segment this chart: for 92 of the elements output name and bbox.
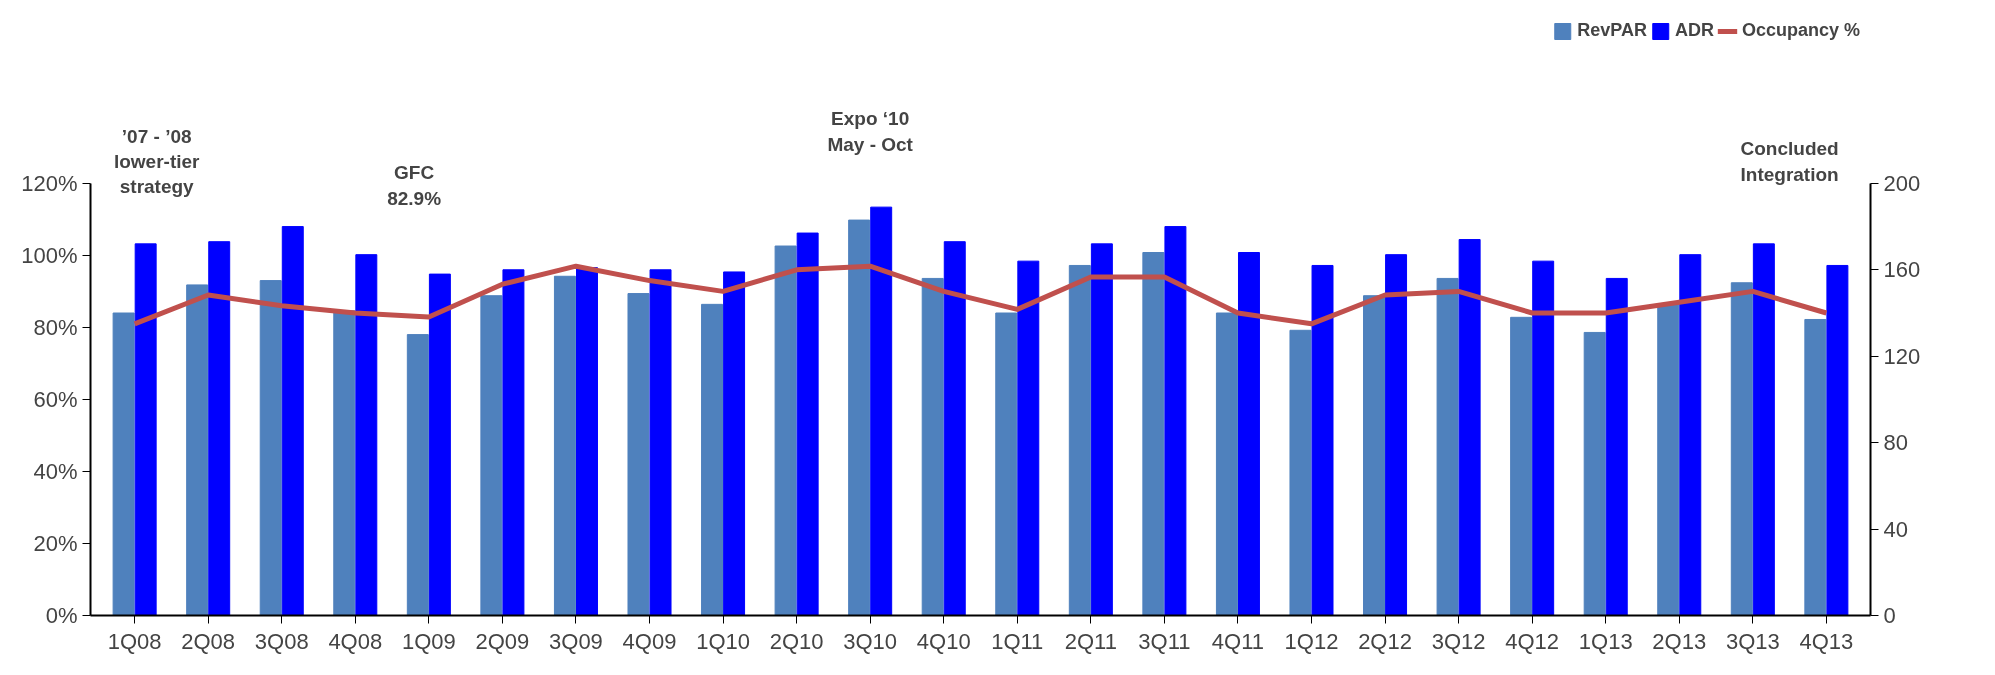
x-tick-label: 4Q11 xyxy=(1211,628,1265,654)
bar xyxy=(995,312,1018,616)
x-tick-label: 1Q08 xyxy=(107,628,162,654)
bar xyxy=(1385,254,1408,616)
bar xyxy=(1363,295,1385,616)
x-tick-label: 3Q10 xyxy=(843,628,898,654)
bar xyxy=(1090,243,1113,616)
x-tick-label: 3Q08 xyxy=(254,628,309,654)
x-tick-label: 4Q09 xyxy=(622,628,677,654)
bar xyxy=(723,271,746,616)
annotation: Concluded Integration xyxy=(1740,138,1839,185)
legend-label: Occupancy % xyxy=(1741,20,1860,41)
x-tick-label: 3Q09 xyxy=(549,628,603,654)
bar xyxy=(1458,239,1481,616)
bar xyxy=(281,226,304,616)
y-tick-label: 80% xyxy=(33,314,78,340)
y2-tick-label: 0 xyxy=(1883,603,1896,628)
bar xyxy=(1289,329,1312,616)
bar xyxy=(1752,243,1775,616)
x-tick-label: 2Q11 xyxy=(1064,628,1117,654)
bar xyxy=(1826,264,1849,616)
y-tick-label: 40% xyxy=(33,458,78,484)
x-tick-label: 1Q09 xyxy=(401,628,456,654)
x-tick-label: 1Q13 xyxy=(1578,628,1633,654)
bar xyxy=(406,334,429,616)
bar xyxy=(1164,226,1187,616)
x-tick-label: 2Q12 xyxy=(1358,628,1412,654)
y2-tick-label: 160 xyxy=(1883,257,1921,283)
x-tick-label: 2Q08 xyxy=(181,628,236,654)
bar xyxy=(1605,277,1628,616)
bar xyxy=(701,303,724,616)
x-tick-label: 3Q13 xyxy=(1725,628,1780,654)
x-tick-label: 3Q11 xyxy=(1138,628,1191,654)
bar xyxy=(134,243,157,616)
bar xyxy=(333,310,356,616)
y-tick-label: 0% xyxy=(45,603,78,628)
bar xyxy=(1237,252,1260,616)
bar xyxy=(1679,254,1702,616)
y2-tick-label: 200 xyxy=(1883,170,1921,196)
y2-tick-label: 40 xyxy=(1883,516,1908,542)
y-tick-label: 100% xyxy=(21,242,78,268)
bar xyxy=(649,269,672,616)
x-tick-label: 1Q12 xyxy=(1284,628,1339,654)
bar xyxy=(796,232,819,616)
bar xyxy=(208,241,231,616)
x-tick-label: 2Q10 xyxy=(769,628,824,654)
bar xyxy=(576,267,598,616)
bar xyxy=(870,206,893,616)
text: Expo ‘10 May - Oct xyxy=(827,108,914,155)
x-tick-label: 2Q13 xyxy=(1652,628,1707,654)
bar xyxy=(259,280,282,616)
bar xyxy=(502,269,525,616)
bar xyxy=(627,293,650,616)
bar xyxy=(1215,312,1238,616)
bar xyxy=(428,273,451,616)
annotation: ’07 - ’08 lower-tier strategy xyxy=(113,125,201,198)
bar xyxy=(112,312,135,616)
bar xyxy=(1068,264,1091,616)
bar xyxy=(943,241,966,616)
y2-tick-label: 80 xyxy=(1883,430,1908,456)
legend-label: ADR xyxy=(1674,20,1714,41)
annotation: GFC 82.9% xyxy=(387,162,442,209)
bar xyxy=(848,219,871,616)
bar xyxy=(553,275,576,616)
bar xyxy=(1657,303,1680,616)
bar xyxy=(1436,277,1459,616)
bar xyxy=(1532,260,1555,616)
x-tick-label: 1Q11 xyxy=(991,628,1044,654)
bar xyxy=(1311,264,1334,616)
bar xyxy=(1804,318,1827,616)
y2-tick-label: 120 xyxy=(1883,343,1921,369)
bar xyxy=(1730,282,1753,616)
bar xyxy=(774,245,797,616)
x-tick-label: 4Q13 xyxy=(1799,628,1854,654)
bar xyxy=(480,295,503,616)
x-tick-label: 3Q12 xyxy=(1431,628,1486,654)
y-tick-label: 60% xyxy=(33,386,78,412)
x-tick-label: 4Q10 xyxy=(916,628,971,654)
legend-label: RevPAR xyxy=(1577,20,1647,41)
bar xyxy=(355,254,378,616)
y-tick-label: 120% xyxy=(21,170,78,196)
bar xyxy=(186,284,209,616)
x-tick-label: 4Q08 xyxy=(328,628,383,654)
x-tick-label: 2Q09 xyxy=(475,628,530,654)
bar xyxy=(1017,260,1040,616)
bar xyxy=(1510,316,1533,616)
y-tick-label: 20% xyxy=(33,530,78,556)
bar xyxy=(921,277,944,616)
x-tick-label: 4Q12 xyxy=(1505,628,1560,654)
x-tick-label: 1Q10 xyxy=(696,628,750,654)
bar xyxy=(1142,252,1165,616)
bar xyxy=(1583,331,1606,616)
